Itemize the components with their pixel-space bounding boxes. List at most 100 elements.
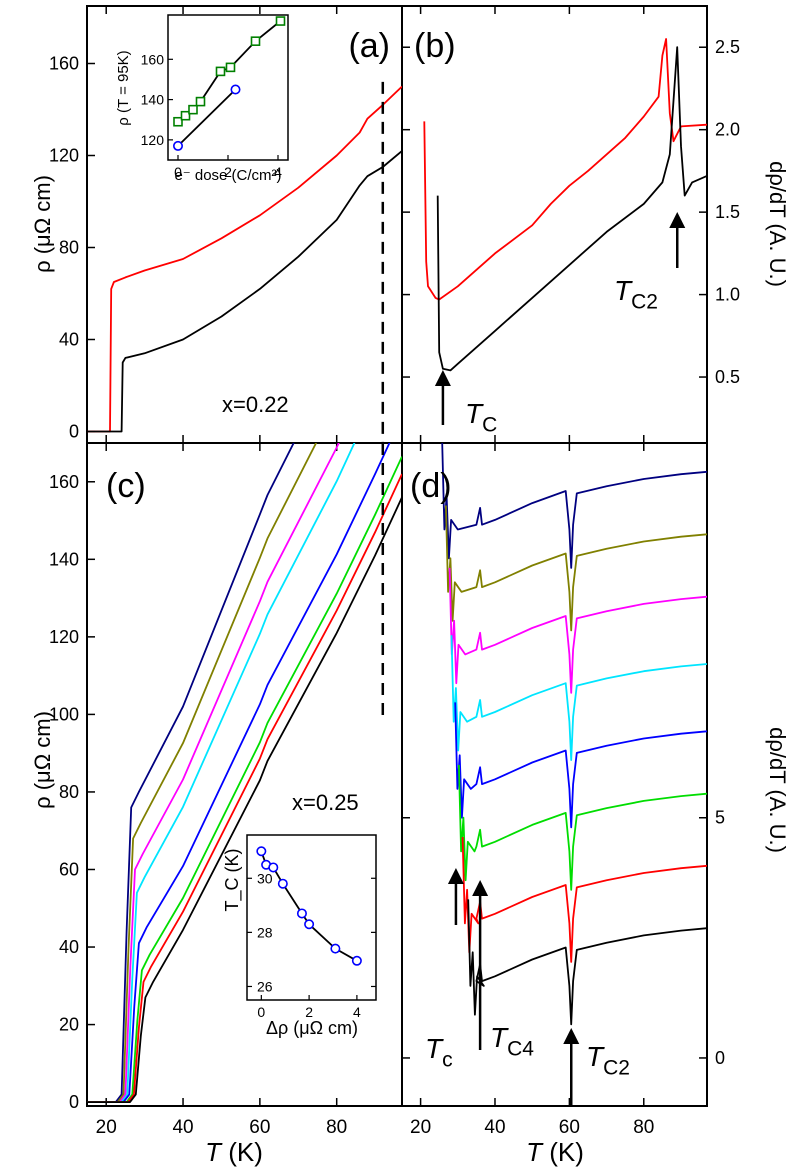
tc4-label: TC4 bbox=[490, 1022, 534, 1060]
y-tick-label: 140 bbox=[49, 549, 79, 569]
series-line bbox=[87, 456, 402, 1103]
y-tick-label: 26 bbox=[257, 978, 273, 994]
arrow-head bbox=[472, 880, 489, 896]
data-point bbox=[330, 943, 341, 954]
data-point bbox=[256, 846, 267, 857]
y-tick-label: 1.5 bbox=[715, 202, 740, 222]
y-axis-label: dρ/dT (A. U.) bbox=[765, 727, 789, 853]
data-point bbox=[173, 140, 184, 151]
y-tick-label: 28 bbox=[257, 924, 273, 940]
tc2-label: TC2 bbox=[586, 1041, 630, 1079]
y-tick-label: 160 bbox=[141, 51, 165, 67]
x-tick-label: 40 bbox=[172, 1117, 193, 1138]
data-point bbox=[268, 862, 279, 873]
panel-label: (a) bbox=[348, 27, 390, 65]
x-tick-label: 20 bbox=[96, 1117, 117, 1138]
x-axis-label: T (K) bbox=[526, 1137, 584, 1167]
series-line bbox=[467, 899, 707, 1026]
x-axis-label: T (K) bbox=[205, 1137, 263, 1167]
tc-label: TC bbox=[465, 398, 497, 436]
x-tick-label: 20 bbox=[410, 1117, 431, 1138]
inset-y-label: ρ (T = 95K) bbox=[115, 50, 132, 125]
data-point bbox=[215, 66, 226, 77]
y-tick-label: 2.0 bbox=[715, 120, 740, 140]
arrow-head bbox=[563, 1028, 580, 1044]
inset-x-label: e⁻ dose (C/cm²) bbox=[174, 167, 281, 184]
y-axis-label: ρ (μΩ cm) bbox=[30, 711, 55, 809]
x-tick-label: 60 bbox=[559, 1117, 580, 1138]
data-point bbox=[180, 110, 191, 121]
y-tick-label: 30 bbox=[257, 870, 273, 886]
series-line bbox=[441, 443, 707, 569]
y-axis-label: dρ/dT (A. U.) bbox=[765, 161, 789, 287]
tc-label: Tc bbox=[425, 1033, 453, 1071]
series-line bbox=[87, 85, 402, 433]
series-line bbox=[445, 505, 707, 632]
y-tick-label: 140 bbox=[141, 92, 165, 108]
tc2-label: TC2 bbox=[614, 275, 658, 313]
series-line bbox=[450, 635, 707, 761]
x-tick-label: 40 bbox=[484, 1117, 505, 1138]
data-point bbox=[195, 96, 206, 107]
y-tick-label: 5 bbox=[715, 808, 725, 828]
data-point bbox=[277, 878, 288, 889]
data-point bbox=[275, 16, 286, 26]
y-tick-label: 0.5 bbox=[715, 367, 740, 387]
series-line bbox=[448, 567, 707, 694]
data-point bbox=[351, 955, 362, 966]
data-point bbox=[225, 62, 236, 73]
inset-y-label: T_C (K) bbox=[222, 849, 243, 912]
x-tick-label: 2 bbox=[224, 164, 232, 180]
y-tick-label: 0 bbox=[715, 1048, 725, 1068]
y-tick-label: 40 bbox=[59, 330, 79, 350]
y-tick-label: 120 bbox=[49, 627, 79, 647]
y-tick-label: 40 bbox=[59, 937, 79, 957]
y-tick-label: 0 bbox=[69, 1092, 79, 1112]
data-point bbox=[304, 919, 315, 930]
series-line bbox=[87, 443, 295, 1103]
arrow-head bbox=[434, 370, 451, 386]
series-line bbox=[423, 38, 707, 301]
y-tick-label: 80 bbox=[59, 782, 79, 802]
panel-label: (c) bbox=[106, 467, 146, 505]
series-line bbox=[87, 443, 356, 1103]
y-tick-label: 20 bbox=[59, 1015, 79, 1035]
x-tick-label: 2 bbox=[305, 1004, 313, 1020]
series-line bbox=[87, 443, 318, 1103]
panel-frame-d bbox=[401, 442, 708, 1107]
series-line bbox=[87, 473, 402, 1103]
series-line bbox=[87, 443, 340, 1103]
panel-label: (d) bbox=[410, 467, 452, 505]
series-line bbox=[87, 443, 391, 1103]
x-tick-label: 4 bbox=[353, 1004, 361, 1020]
series-line bbox=[461, 836, 707, 963]
data-point bbox=[250, 36, 261, 46]
y-tick-label: 160 bbox=[49, 54, 79, 74]
arrow-head bbox=[669, 212, 686, 228]
inset-line bbox=[177, 88, 237, 147]
series-line bbox=[458, 764, 707, 891]
x-tick-label: 0 bbox=[174, 164, 182, 180]
x-tick-label: 0 bbox=[257, 1004, 265, 1020]
series-line bbox=[436, 46, 707, 372]
inset-x-label: Δρ (μΩ cm) bbox=[266, 1018, 358, 1038]
y-tick-label: 60 bbox=[59, 859, 79, 879]
y-tick-label: 120 bbox=[49, 146, 79, 166]
y-tick-label: 1.0 bbox=[715, 285, 740, 305]
y-tick-label: 120 bbox=[141, 132, 165, 148]
inset-frame bbox=[246, 834, 377, 1001]
composition-label: x=0.25 bbox=[292, 790, 359, 815]
y-axis-label: ρ (μΩ cm) bbox=[30, 175, 55, 273]
x-tick-label: 4 bbox=[274, 164, 282, 180]
y-tick-label: 100 bbox=[49, 704, 79, 724]
arrow-head bbox=[447, 868, 464, 884]
series-line bbox=[87, 150, 402, 433]
data-point bbox=[188, 104, 198, 115]
y-tick-label: 160 bbox=[49, 472, 79, 492]
y-tick-label: 2.5 bbox=[715, 37, 740, 57]
series-line bbox=[87, 496, 402, 1103]
x-tick-label: 80 bbox=[326, 1117, 347, 1138]
y-tick-label: 0 bbox=[69, 422, 79, 442]
x-tick-label: 80 bbox=[633, 1117, 654, 1138]
